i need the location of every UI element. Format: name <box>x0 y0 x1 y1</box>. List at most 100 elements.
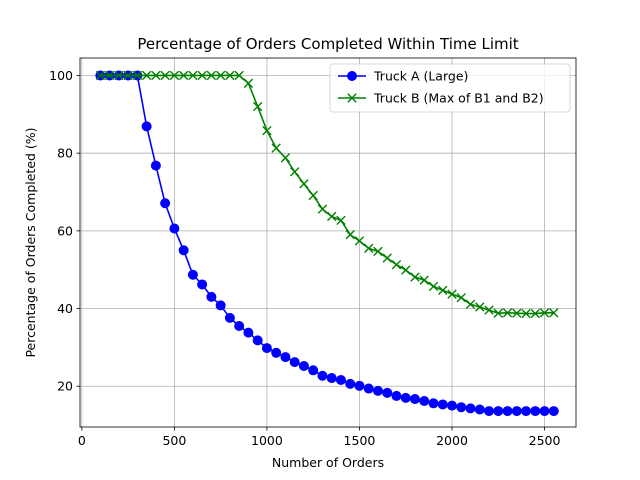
data-point <box>364 243 374 254</box>
data-point <box>197 279 208 290</box>
x-tick-label: 500 <box>162 433 186 448</box>
data-point <box>345 378 356 389</box>
data-point <box>484 305 494 315</box>
data-point <box>354 380 365 391</box>
y-tick-label: 60 <box>57 223 73 238</box>
data-point <box>243 327 254 338</box>
data-point <box>336 215 346 226</box>
legend-entry: Truck A (Large) <box>338 69 468 84</box>
legend-box <box>329 63 571 113</box>
data-point <box>335 375 346 386</box>
data-point <box>225 70 235 81</box>
data-point <box>317 204 328 214</box>
data-point <box>382 387 393 398</box>
data-point <box>428 398 439 409</box>
data-point <box>234 321 245 332</box>
data-point <box>373 246 383 257</box>
data-point <box>123 70 133 81</box>
data-point <box>539 406 550 417</box>
data-point <box>150 160 161 171</box>
data-point <box>308 190 318 201</box>
data-point <box>409 394 420 405</box>
data-point <box>400 392 411 403</box>
axes-frame <box>79 57 577 428</box>
data-point <box>363 383 374 394</box>
data-point <box>549 308 559 318</box>
data-point <box>493 308 503 318</box>
data-point <box>419 395 430 406</box>
data-point <box>354 236 365 246</box>
data-point <box>419 275 429 285</box>
data-point <box>391 390 402 401</box>
chart-title: Percentage of Orders Completed Within Ti… <box>137 35 518 53</box>
data-point <box>410 272 420 282</box>
data-point <box>104 70 115 81</box>
data-point <box>530 406 541 417</box>
data-point <box>289 357 300 368</box>
data-point <box>530 308 540 319</box>
x-axis-label: Number of Orders <box>272 455 384 470</box>
data-point <box>289 167 300 177</box>
data-point <box>456 402 467 413</box>
legend-label: Truck B (Max of B1 and B2) <box>373 91 544 106</box>
data-point <box>188 70 198 81</box>
data-point <box>215 70 226 81</box>
data-point <box>178 70 189 81</box>
data-point <box>169 223 180 234</box>
data-point <box>178 245 189 256</box>
y-axis-label: Percentage of Orders Completed (%) <box>23 127 38 357</box>
data-point <box>475 302 485 312</box>
data-point <box>347 93 357 103</box>
data-point <box>132 70 143 81</box>
data-point <box>465 299 476 309</box>
data-point <box>252 335 263 346</box>
y-tick-label: 20 <box>57 379 73 394</box>
data-point <box>521 308 531 319</box>
data-point <box>243 78 254 88</box>
data-point <box>548 406 559 417</box>
data-point <box>262 125 272 136</box>
x-tick-label: 2000 <box>436 433 468 448</box>
data-point <box>197 70 207 81</box>
legend-entries: Truck A (Large) Truck B (Max of B1 and B2… <box>338 69 544 106</box>
legend-label: Truck A (Large) <box>373 69 468 84</box>
data-point <box>401 265 411 275</box>
data-point <box>447 400 457 411</box>
data-point <box>151 70 161 81</box>
data-point <box>438 285 448 295</box>
y-tick-label: 80 <box>57 146 73 161</box>
data-point <box>347 71 357 81</box>
data-point <box>456 292 466 303</box>
data-point <box>391 259 402 270</box>
data-point <box>474 404 485 415</box>
data-point <box>521 406 532 417</box>
data-point <box>252 101 263 112</box>
data-point <box>261 343 272 354</box>
data-point <box>382 253 392 263</box>
data-point <box>539 308 550 318</box>
data-point <box>493 406 504 417</box>
legend-entry: Truck B (Max of B1 and B2) <box>338 91 544 106</box>
data-point <box>114 70 124 81</box>
data-point <box>465 403 476 414</box>
data-point <box>160 70 170 81</box>
data-point <box>437 399 448 410</box>
data-point <box>345 230 355 240</box>
data-point <box>484 406 495 417</box>
data-point <box>512 308 522 318</box>
data-point <box>215 300 226 311</box>
data-point <box>502 308 513 318</box>
data-point <box>308 365 319 376</box>
data-point <box>95 70 106 81</box>
x-tick-label: 1000 <box>251 433 283 448</box>
data-point <box>502 406 513 417</box>
data-point <box>298 361 309 372</box>
data-point <box>160 198 171 209</box>
legend: Truck A (Large) Truck B (Max of B1 and B2… <box>329 63 571 113</box>
data-point <box>141 121 152 132</box>
data-point <box>280 153 291 163</box>
y-tick-label: 100 <box>49 68 73 83</box>
data-point <box>141 70 152 81</box>
